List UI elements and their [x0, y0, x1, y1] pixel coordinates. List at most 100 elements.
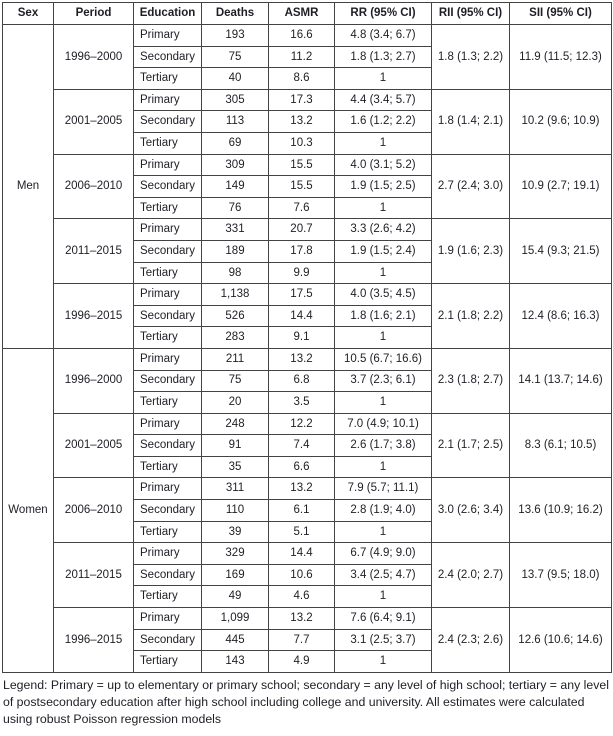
rr-cell: 7.6 (6.4; 9.1): [334, 607, 432, 630]
sii-cell: 11.9 (11.5; 12.3): [509, 24, 612, 90]
table-row: Secondary 445 7.7 3.1 (2.5; 3.7): [3, 628, 612, 652]
table-row: Secondary 113 13.2 1.6 (1.2; 2.2): [3, 110, 612, 133]
asmr-cell: 7.6: [268, 196, 335, 220]
asmr-cell: 17.5: [268, 283, 335, 306]
rr-cell: 7.9 (5.7; 11.1): [334, 477, 432, 501]
table-row: Women 1996–2000 Primary 211 13.2 10.5 (6.7; 1…: [2, 347, 612, 673]
deaths-cell: 20: [201, 391, 269, 414]
education-cell: Primary: [133, 24, 202, 47]
rr-cell: 3.4 (2.5; 4.7): [334, 563, 432, 587]
education-cell: Primary: [133, 347, 202, 371]
asmr-cell: 7.4: [268, 434, 335, 457]
period-cell: 2011–2015: [53, 542, 134, 609]
asmr-cell: 6.8: [268, 369, 335, 393]
asmr-cell: 10.6: [268, 563, 335, 587]
deaths-cell: 76: [201, 196, 269, 220]
deaths-cell: 189: [201, 239, 269, 263]
rr-cell: 1: [334, 650, 432, 673]
rii-cell: 2.1 (1.8; 2.2): [431, 283, 510, 349]
asmr-cell: 10.3: [268, 131, 335, 155]
deaths-cell: 39: [201, 520, 269, 544]
sii-cell: 10.9 (2.7; 19.1): [509, 153, 612, 220]
period-cell: 1996–2000: [53, 347, 134, 414]
rr-cell: 1.9 (1.5; 2.4): [334, 239, 432, 263]
asmr-cell: 3.5: [268, 391, 335, 414]
period-cell: 2001–2005: [53, 412, 134, 479]
asmr-cell: 13.2: [268, 477, 335, 501]
table-row: Tertiary 76 7.6 1: [3, 196, 612, 220]
sii-cell: 12.4 (8.6; 16.3): [509, 283, 612, 349]
education-cell: Secondary: [133, 628, 202, 652]
deaths-cell: 193: [201, 24, 269, 47]
table-row: Tertiary 143 4.9 1: [3, 650, 612, 673]
rr-cell: 4.0 (3.1; 5.2): [334, 153, 432, 177]
rr-cell: 1: [334, 585, 432, 609]
education-cell: Secondary: [133, 45, 202, 69]
education-cell: Secondary: [133, 563, 202, 587]
education-cell: Secondary: [133, 175, 202, 198]
column-header-period: Period: [53, 2, 134, 25]
column-header-rr-95-ci: RR (95% CI): [334, 2, 432, 25]
column-header-education: Education: [133, 2, 202, 25]
deaths-cell: 69: [201, 131, 269, 155]
period-cell: 2006–2010: [53, 477, 134, 544]
deaths-cell: 35: [201, 455, 269, 479]
table-row: 2001–2005 Primary 248 12.2 7.0 (4.9; 10.1) 2.…: [3, 412, 612, 479]
rr-cell: 4.8 (3.4; 6.7): [334, 24, 432, 47]
period-cell: 2006–2010: [53, 153, 134, 220]
table-row: Men 1996–2000 Primary 193 16.6 4.8 (3.4; 6.7)…: [2, 24, 612, 349]
sii-cell: 14.1 (13.7; 14.6): [509, 347, 612, 414]
table-row: 1996–2015 Primary 1,099 13.2 7.6 (6.4; 9.1) 2…: [3, 607, 612, 673]
asmr-cell: 14.4: [268, 542, 335, 565]
rr-cell: 1: [334, 520, 432, 544]
sii-cell: 10.2 (9.6; 10.9): [509, 88, 612, 155]
asmr-cell: 8.6: [268, 67, 335, 90]
education-cell: Primary: [133, 283, 202, 306]
asmr-cell: 9.1: [268, 326, 335, 349]
education-cell: Primary: [133, 607, 202, 630]
period-cell: 1996–2015: [53, 607, 134, 673]
education-cell: Primary: [133, 542, 202, 565]
rr-cell: 1: [334, 455, 432, 479]
rr-cell: 10.5 (6.7; 16.6): [334, 347, 432, 371]
table-row: Secondary 149 15.5 1.9 (1.5; 2.5): [3, 175, 612, 198]
rr-cell: 1.9 (1.5; 2.5): [334, 175, 432, 198]
deaths-cell: 445: [201, 628, 269, 652]
education-cell: Secondary: [133, 239, 202, 263]
deaths-cell: 110: [201, 499, 269, 522]
table-row: Secondary 110 6.1 2.8 (1.9; 4.0): [3, 499, 612, 522]
rii-cell: 1.8 (1.3; 2.2): [431, 24, 510, 90]
rr-cell: 1.8 (1.3; 2.7): [334, 45, 432, 69]
table-row: 2011–2015 Primary 329 14.4 6.7 (4.9; 9.0) 2.4…: [3, 542, 612, 609]
asmr-cell: 17.8: [268, 239, 335, 263]
asmr-cell: 13.2: [268, 110, 335, 133]
rr-cell: 1.8 (1.6; 2.1): [334, 304, 432, 328]
column-header-sii-95-ci: SII (95% CI): [509, 2, 612, 25]
deaths-cell: 169: [201, 563, 269, 587]
education-cell: Tertiary: [133, 455, 202, 479]
education-cell: Secondary: [133, 110, 202, 133]
sii-cell: 12.6 (10.6; 14.6): [509, 607, 612, 673]
deaths-cell: 143: [201, 650, 269, 673]
rr-cell: 1: [334, 326, 432, 349]
rii-cell: 2.4 (2.3; 2.6): [431, 607, 510, 673]
table-row: Tertiary 35 6.6 1: [3, 455, 612, 479]
deaths-cell: 526: [201, 304, 269, 328]
rr-cell: 1: [334, 391, 432, 414]
table-row: 2006–2010 Primary 309 15.5 4.0 (3.1; 5.2) 2.7…: [3, 153, 612, 220]
table-row: 2001–2005 Primary 305 17.3 4.4 (3.4; 5.7) 1.8…: [3, 88, 612, 155]
table-row: Tertiary 98 9.9 1: [3, 261, 612, 285]
education-cell: Primary: [133, 477, 202, 501]
asmr-cell: 20.7: [268, 218, 335, 241]
education-cell: Secondary: [133, 499, 202, 522]
table-row: Secondary 169 10.6 3.4 (2.5; 4.7): [3, 563, 612, 587]
column-header-deaths: Deaths: [201, 2, 269, 25]
deaths-cell: 311: [201, 477, 269, 501]
asmr-cell: 17.3: [268, 88, 335, 112]
asmr-cell: 11.2: [268, 45, 335, 69]
column-header-asmr: ASMR: [268, 2, 335, 25]
deaths-cell: 149: [201, 175, 269, 198]
rr-cell: 2.8 (1.9; 4.0): [334, 499, 432, 522]
table-legend: Legend: Primary = up to elementary or pr…: [3, 677, 609, 726]
